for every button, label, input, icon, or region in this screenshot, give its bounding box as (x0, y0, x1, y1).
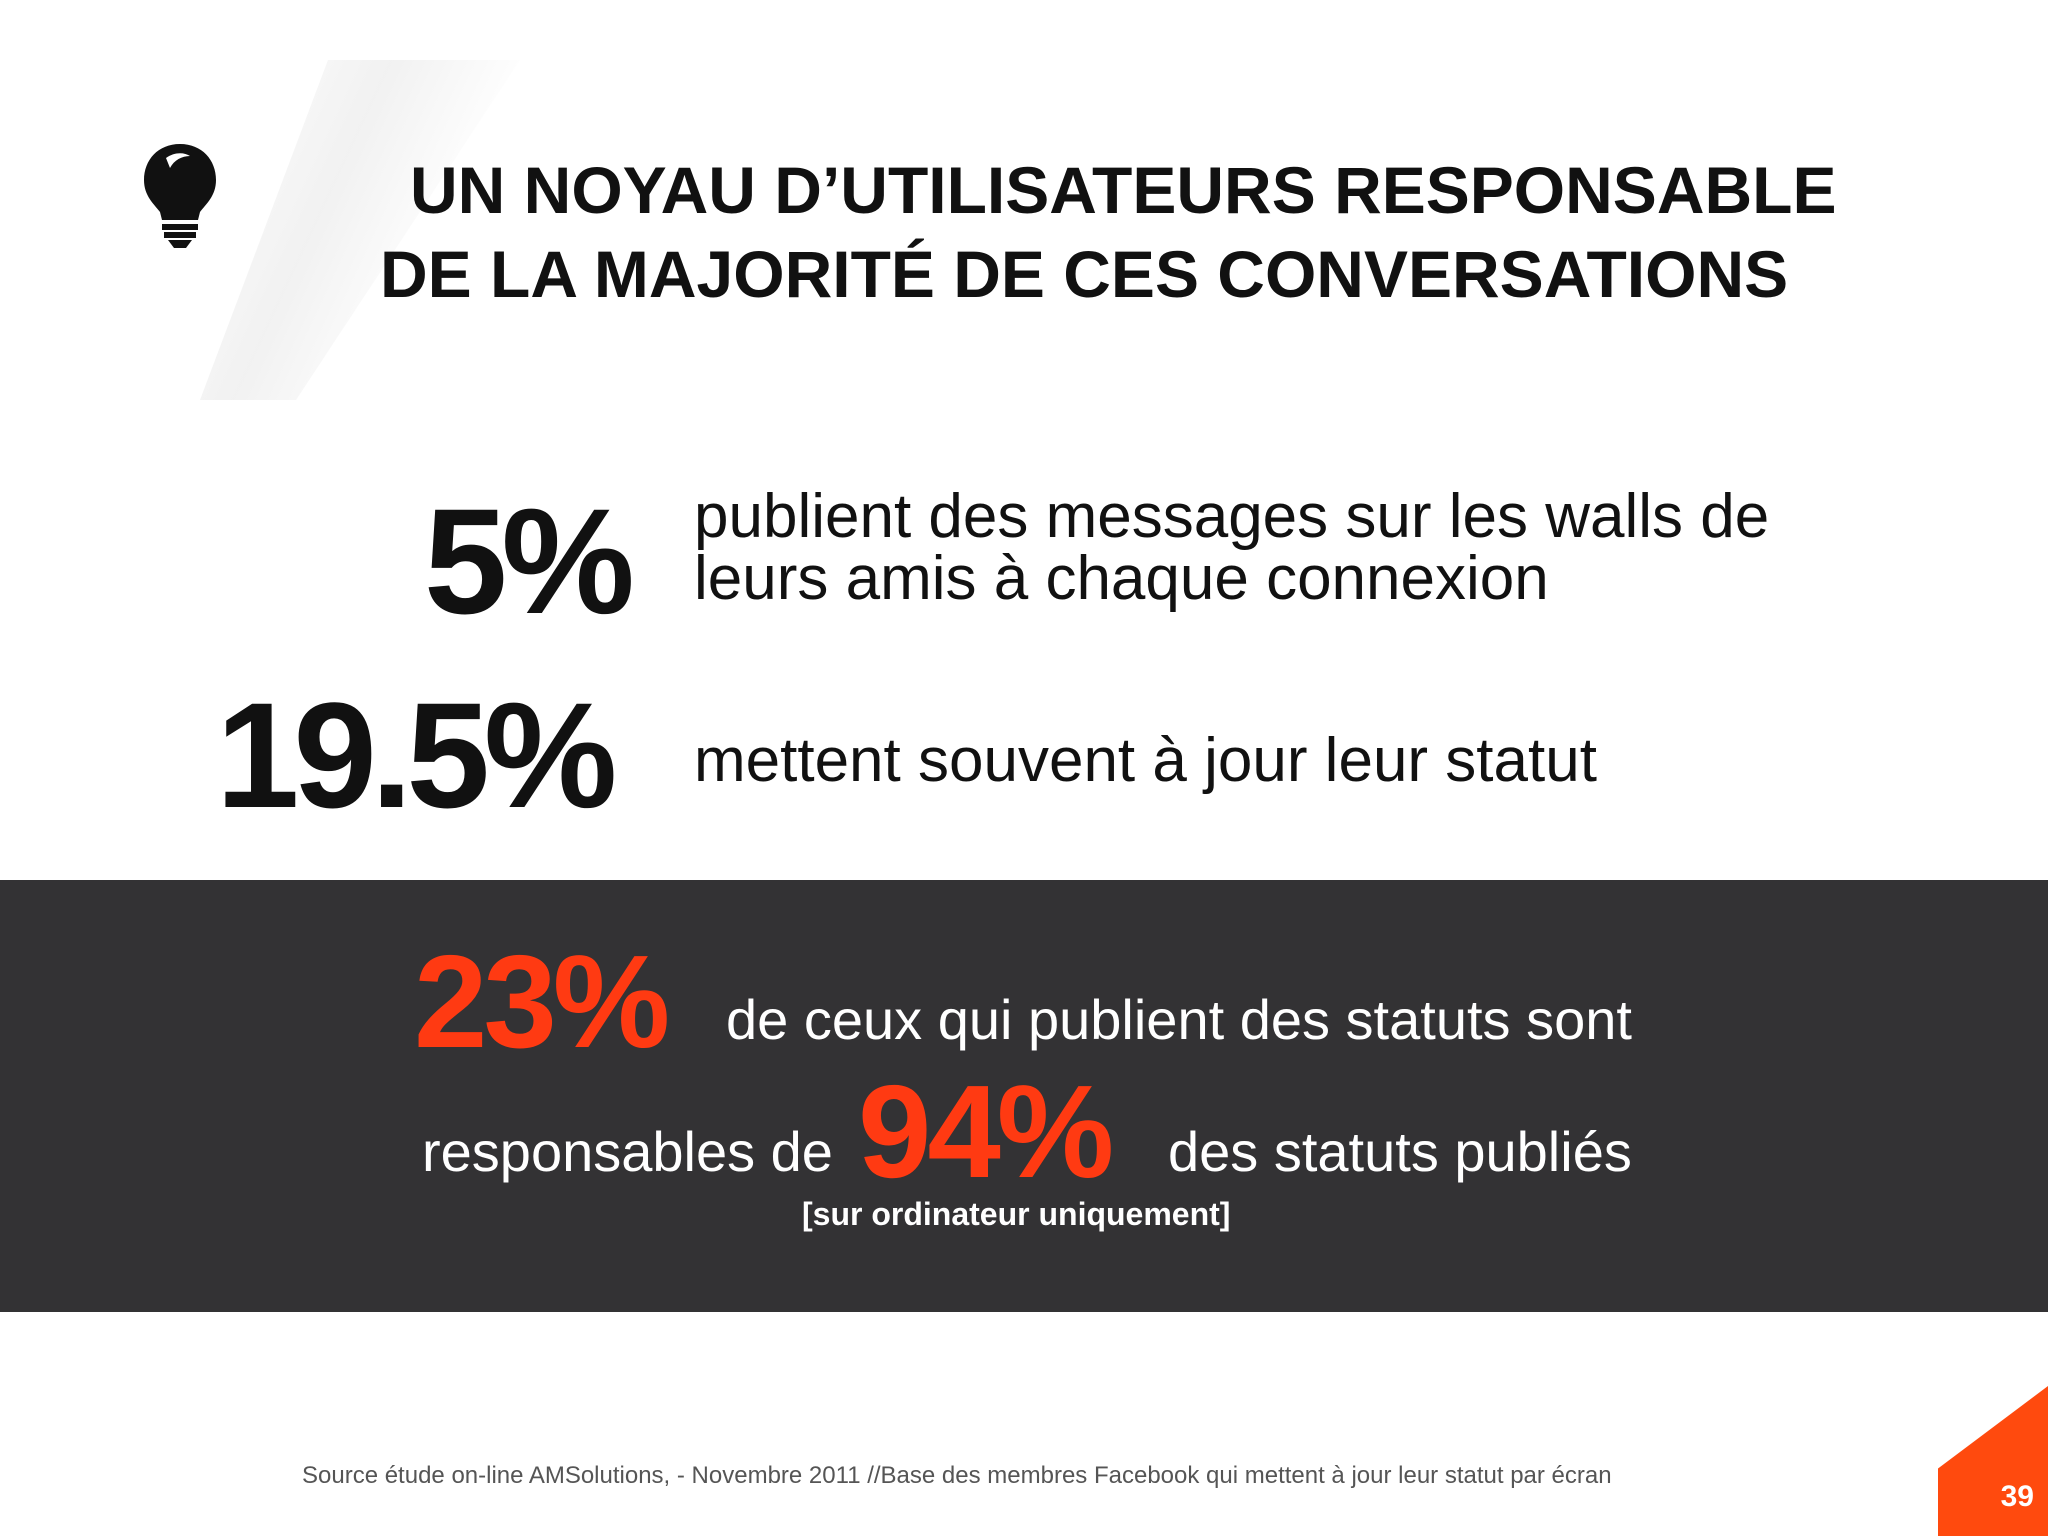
page-number: 39 (2000, 1480, 2034, 1513)
stat-value-2: 19.5% (216, 671, 617, 839)
highlight-note: [sur ordinateur uniquement] (802, 1196, 1231, 1232)
title-line-1: UN NOYAU D’UTILISATEURS RESPONSABLE (410, 153, 1837, 227)
highlight-value-2: 94% (858, 1058, 1114, 1205)
stat-text-1-line-2: leurs amis à chaque connexion (694, 544, 1549, 613)
stat-value-1: 5% (424, 477, 635, 645)
stat-text-2: mettent souvent à jour leur statut (694, 726, 1597, 795)
highlight-text-3: des statuts publiés (1168, 1120, 1632, 1183)
stat-text-1-line-1: publient des messages sur les walls de (694, 482, 1770, 551)
lightbulb-icon (144, 144, 216, 248)
highlight-band: 23% de ceux qui publient des statuts son… (0, 880, 2048, 1312)
highlight-text-1: de ceux qui publient des statuts sont (726, 988, 1632, 1051)
highlight-text-2: responsables de (422, 1120, 833, 1183)
slide-title: UN NOYAU D’UTILISATEURS RESPONSABLE DE L… (380, 148, 1940, 316)
source-footnote: Source étude on-line AMSolutions, - Nove… (302, 1462, 1612, 1489)
title-line-2: DE LA MAJORITÉ DE CES CONVERSATIONS (380, 237, 1789, 311)
highlight-value-1: 23% (414, 928, 670, 1075)
